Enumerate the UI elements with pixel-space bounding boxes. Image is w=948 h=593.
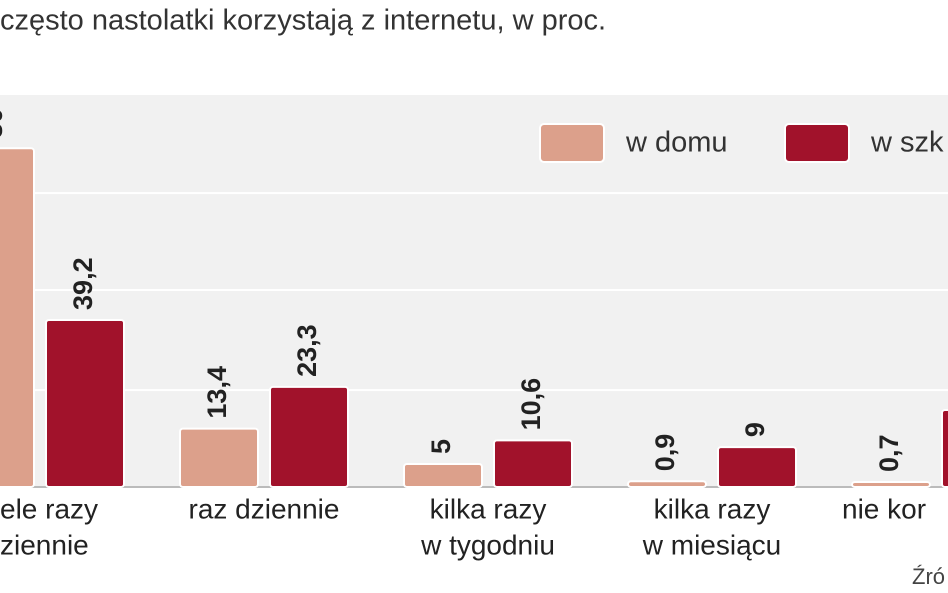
bar (627, 480, 707, 488)
bar (0, 147, 35, 488)
legend-swatch (784, 123, 850, 163)
value-label: 80 (0, 108, 8, 138)
value-label: 5 (426, 439, 456, 454)
bar (851, 481, 931, 489)
chart-title: często nastolatki korzystają z internetu… (0, 5, 606, 37)
legend-label: w szk (870, 127, 944, 159)
bar (941, 409, 948, 488)
bar (493, 439, 573, 488)
source: Źró (912, 564, 945, 589)
x-tick-label: w miesiącu (642, 529, 781, 560)
value-label: 0,9 (650, 434, 680, 472)
x-tick-label: raz dziennie (189, 493, 340, 524)
legend-swatch (539, 123, 605, 163)
bar (403, 462, 483, 489)
x-tick-label: w tygodniu (420, 529, 555, 560)
value-label: 10,6 (516, 378, 546, 431)
bar (179, 427, 259, 488)
x-tick-label: ele razy (0, 493, 98, 524)
bar (717, 446, 797, 488)
legend-label: w domu (625, 127, 728, 159)
value-label: 0,7 (874, 435, 904, 473)
x-tick-label: kilka razy (654, 493, 771, 524)
value-label: 9 (740, 422, 770, 437)
x-tick-label: kilka razy (430, 493, 547, 524)
value-label: 23,3 (292, 324, 322, 377)
bar (269, 385, 349, 489)
x-tick-label: nie kor (842, 493, 926, 524)
bar (45, 318, 125, 488)
value-label: 13,4 (202, 366, 232, 419)
x-tick-label: ziennie (0, 529, 89, 560)
value-label: 39,2 (68, 257, 98, 310)
